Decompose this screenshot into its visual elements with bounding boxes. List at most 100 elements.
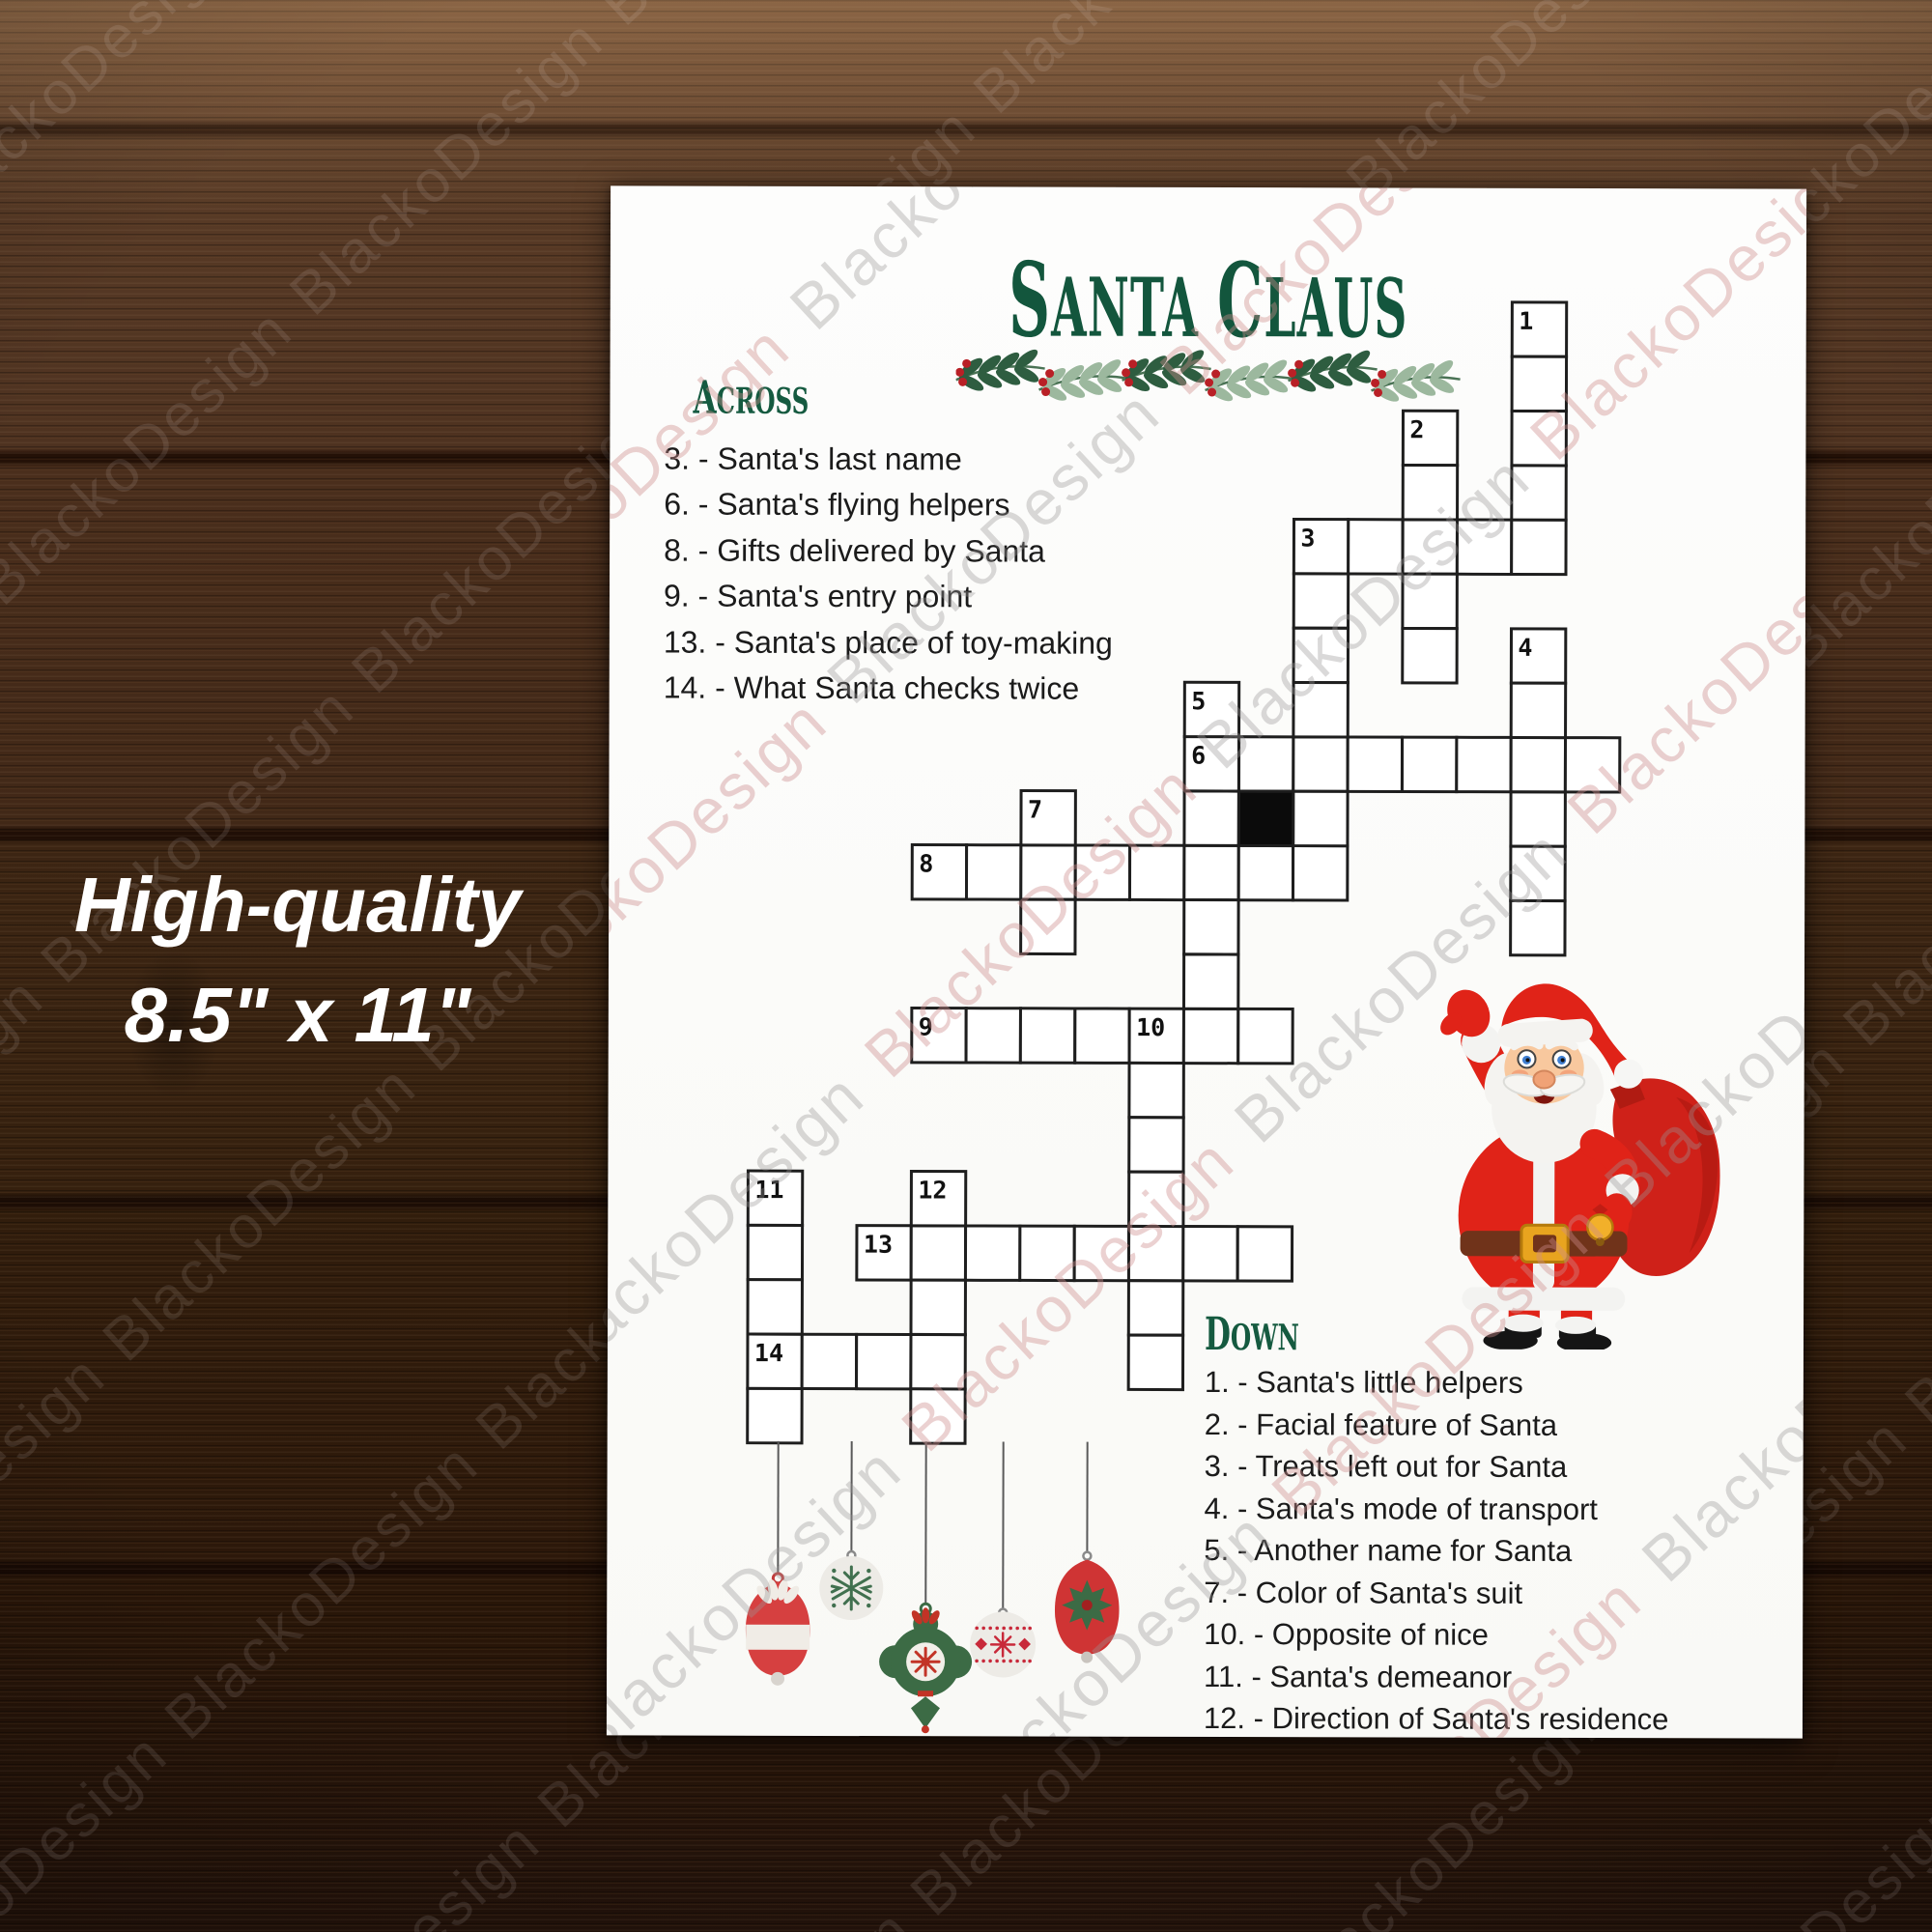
grid-cell — [1127, 843, 1186, 902]
grid-cell — [746, 1223, 805, 1282]
watermark-text: BlackoDesign — [214, 1808, 554, 1932]
grid-cell — [1455, 735, 1513, 794]
grid-cell — [1236, 1225, 1294, 1283]
grid-cell — [1509, 790, 1567, 848]
grid-cell — [1347, 518, 1405, 576]
grid-cell — [1455, 518, 1514, 576]
grid-cell — [1182, 680, 1241, 739]
clue-number: 3 — [1300, 525, 1315, 553]
clue-number: 12 — [918, 1177, 947, 1205]
holly-garland — [955, 349, 1461, 402]
grid-cell — [1181, 952, 1240, 1010]
grid-cell — [1401, 627, 1459, 685]
watermark-text: BlackoDesign — [1333, 0, 1673, 215]
watermark-text: BlackoDesign — [588, 0, 927, 39]
grid-cell — [964, 1007, 1023, 1065]
ornament-green-lantern — [879, 1602, 973, 1734]
grid-cell — [1509, 898, 1567, 957]
grid-cell — [1563, 736, 1622, 794]
grid-cell — [1401, 464, 1460, 522]
watermark-text: BlackoDesign — [277, 6, 616, 328]
watermark-text: BlackoDesign — [0, 1719, 181, 1932]
watermark-text: BlackoDesign — [961, 0, 1300, 127]
grid-cell — [1292, 789, 1350, 848]
grid-cell — [1182, 898, 1240, 956]
ornament-red-banded-drop — [745, 1572, 810, 1686]
grid-cell — [1292, 626, 1350, 685]
size-caption-line2: 8.5" x 11" — [124, 972, 471, 1058]
grid-cell — [1292, 681, 1350, 739]
grid-cell — [1126, 1224, 1185, 1283]
grid-cell — [1019, 788, 1077, 847]
santa-pompom — [1613, 1059, 1644, 1089]
garland-sprig — [1122, 350, 1211, 392]
grid-cell — [1510, 464, 1568, 522]
grid-black-cell — [1236, 789, 1295, 848]
watermark-text: BlackoDesign — [1892, 1115, 1932, 1437]
grid-cell — [909, 1332, 967, 1391]
grid-cell — [1073, 1007, 1131, 1065]
grid-cell — [1292, 735, 1350, 793]
clue-number: 1 — [1519, 307, 1533, 335]
grid-cell — [909, 1278, 967, 1337]
clue-number: 11 — [754, 1176, 783, 1204]
grid-cell — [1509, 681, 1568, 740]
garland-sprig — [1038, 359, 1128, 401]
clue-number: 8 — [919, 850, 933, 878]
santa-illustration — [1440, 983, 1720, 1350]
santa-bell — [1586, 1213, 1614, 1241]
garland-sprig — [955, 349, 1045, 391]
clue-number: 9 — [919, 1013, 933, 1041]
clue-number: 14 — [754, 1339, 783, 1367]
grid-cell — [909, 1224, 968, 1282]
grid-cell — [1126, 1279, 1185, 1337]
grid-cell — [1236, 843, 1295, 902]
grid-cell — [1236, 1007, 1294, 1065]
grid-cell — [1127, 1116, 1185, 1174]
watermark-text: BlackoDesign — [1831, 736, 1932, 1060]
watermark-text: BlackoDesign — [152, 1430, 492, 1752]
grid-cell — [1510, 410, 1568, 468]
grid-cell — [1018, 1224, 1076, 1283]
watermark-text: BlackoDesign — [0, 1342, 119, 1664]
grid-cell — [800, 1332, 859, 1391]
ornament-snowflake-ball — [819, 1549, 884, 1621]
grid-cell — [1181, 1007, 1240, 1065]
grid-cell — [1509, 844, 1567, 903]
grid-cell — [1236, 735, 1295, 793]
garland-sprig — [1205, 359, 1294, 402]
grid-cell — [1510, 518, 1568, 577]
garland-sprig — [1371, 360, 1461, 402]
grid-cell — [1182, 789, 1240, 847]
printable-sheet: SANTA CLAUS ACROSS 3. - Santa's last name… — [606, 185, 1807, 1739]
grid-cell — [1401, 518, 1460, 576]
grid-cell — [1073, 843, 1132, 901]
grid-cell — [1127, 1061, 1185, 1120]
watermark-text: BlackoDesign — [1644, 1783, 1932, 1932]
size-caption: High-quality 8.5" x 11" — [46, 850, 549, 1070]
watermark-text: BlackoDesign — [587, 1896, 926, 1932]
grid-cell — [1126, 1333, 1185, 1392]
ornament-row — [745, 1440, 1120, 1734]
clue-number: 4 — [1518, 634, 1532, 662]
santa-boot — [1556, 1332, 1612, 1350]
size-caption-line1: High-quality — [73, 862, 522, 948]
ornament-strings — [777, 1440, 1089, 1609]
grid-cell — [909, 1387, 967, 1445]
grid-cell — [1127, 1170, 1185, 1229]
watermark-text: BlackoDesign — [0, 0, 243, 241]
grid-cell — [963, 1224, 1022, 1282]
grid-cell — [1401, 572, 1459, 631]
grid-cell — [1509, 735, 1568, 794]
clue-number: 6 — [1191, 742, 1206, 770]
garland-sprig — [1288, 350, 1378, 392]
grid-cell — [1400, 735, 1459, 794]
clue-number: 13 — [864, 1231, 893, 1259]
grid-cell — [1292, 572, 1350, 630]
grid-cell — [855, 1332, 913, 1391]
ornament-red-poinsettia-drop — [1054, 1550, 1120, 1663]
grid-cell — [1019, 897, 1077, 956]
grid-cell — [1019, 843, 1077, 901]
